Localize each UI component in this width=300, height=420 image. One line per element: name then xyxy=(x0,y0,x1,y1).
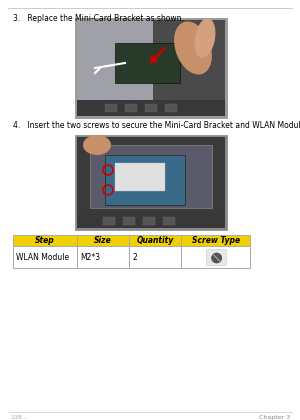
Bar xyxy=(105,155,185,205)
Bar xyxy=(143,217,155,225)
Bar xyxy=(103,217,115,225)
Bar xyxy=(13,235,250,268)
Bar xyxy=(77,137,225,214)
Text: WLAN Module: WLAN Module xyxy=(16,252,69,262)
Bar xyxy=(206,249,226,265)
Bar xyxy=(105,104,117,112)
Bar xyxy=(115,163,165,191)
Text: Step: Step xyxy=(35,236,55,245)
Text: 4.   Insert the two screws to secure the Mini-Card Bracket and WLAN Module to th: 4. Insert the two screws to secure the M… xyxy=(13,121,300,130)
Text: 138...: 138... xyxy=(10,415,28,420)
Ellipse shape xyxy=(83,135,111,155)
Bar xyxy=(90,145,212,208)
Bar xyxy=(165,104,177,112)
Bar xyxy=(77,100,225,116)
Text: M2*3: M2*3 xyxy=(80,252,100,262)
Text: Quantity: Quantity xyxy=(136,236,174,245)
Ellipse shape xyxy=(174,21,212,74)
Bar xyxy=(115,43,180,83)
Bar xyxy=(125,104,137,112)
Ellipse shape xyxy=(212,253,222,263)
Ellipse shape xyxy=(195,18,215,58)
Bar xyxy=(77,214,225,228)
Text: 2: 2 xyxy=(132,252,137,262)
Bar xyxy=(13,246,250,268)
Bar xyxy=(75,18,227,118)
Text: 3.   Replace the Mini-Card Bracket as shown.: 3. Replace the Mini-Card Bracket as show… xyxy=(13,14,184,23)
Text: Chapter 3: Chapter 3 xyxy=(259,415,290,420)
Bar xyxy=(77,20,153,100)
Bar xyxy=(123,217,135,225)
Bar xyxy=(13,235,250,246)
Text: Size: Size xyxy=(94,236,112,245)
Bar xyxy=(77,20,225,100)
Bar xyxy=(75,135,227,230)
Text: Screw Type: Screw Type xyxy=(192,236,240,245)
Bar xyxy=(145,104,157,112)
Bar xyxy=(163,217,175,225)
